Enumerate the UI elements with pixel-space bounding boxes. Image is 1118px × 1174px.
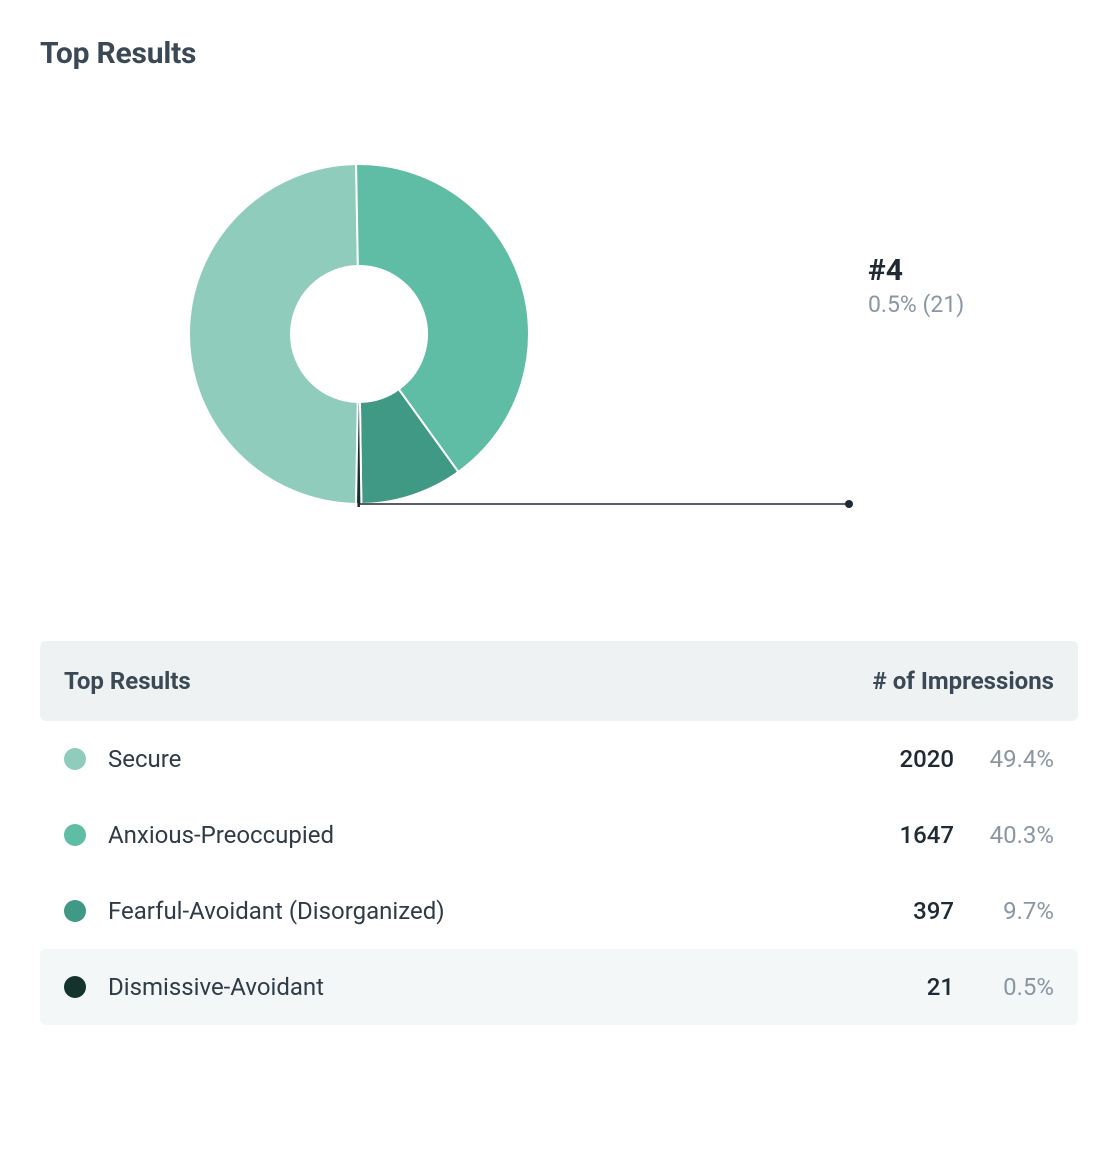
- callout-sub: 0.5% (21): [868, 291, 964, 318]
- row-label: Dismissive-Avoidant: [108, 973, 874, 1001]
- table-row[interactable]: Dismissive-Avoidant21 0.5%: [40, 949, 1078, 1025]
- row-percent: 40.3%: [972, 821, 1054, 849]
- donut-slice[interactable]: [189, 164, 358, 504]
- row-label: Secure: [108, 745, 874, 773]
- chart-callout: #4 0.5% (21): [868, 254, 964, 318]
- results-header-right: # of Impressions: [873, 667, 1054, 695]
- donut-chart: #4 0.5% (21): [40, 99, 1078, 569]
- row-percent: 49.4%: [972, 745, 1054, 773]
- legend-swatch: [64, 748, 86, 770]
- row-percent: 9.7%: [972, 897, 1054, 925]
- row-count: 2020: [874, 745, 954, 773]
- legend-swatch: [64, 900, 86, 922]
- legend-swatch: [64, 976, 86, 998]
- table-row[interactable]: Fearful-Avoidant (Disorganized)397 9.7%: [40, 873, 1078, 949]
- results-header: Top Results # of Impressions: [40, 641, 1078, 721]
- callout-title: #4: [868, 254, 964, 287]
- table-row[interactable]: Anxious-Preoccupied1647 40.3%: [40, 797, 1078, 873]
- donut-svg: [59, 84, 1059, 584]
- page-title: Top Results: [40, 36, 1078, 71]
- results-header-left: Top Results: [64, 667, 191, 695]
- row-count: 21: [874, 973, 954, 1001]
- row-percent: 0.5%: [972, 973, 1054, 1001]
- donut-slice[interactable]: [356, 402, 361, 504]
- row-count: 1647: [874, 821, 954, 849]
- callout-leader: [359, 500, 853, 508]
- row-label: Fearful-Avoidant (Disorganized): [108, 897, 874, 925]
- results-table: Top Results # of Impressions Secure2020 4…: [40, 641, 1078, 1025]
- table-row[interactable]: Secure2020 49.4%: [40, 721, 1078, 797]
- row-count: 397: [874, 897, 954, 925]
- legend-swatch: [64, 824, 86, 846]
- row-label: Anxious-Preoccupied: [108, 821, 874, 849]
